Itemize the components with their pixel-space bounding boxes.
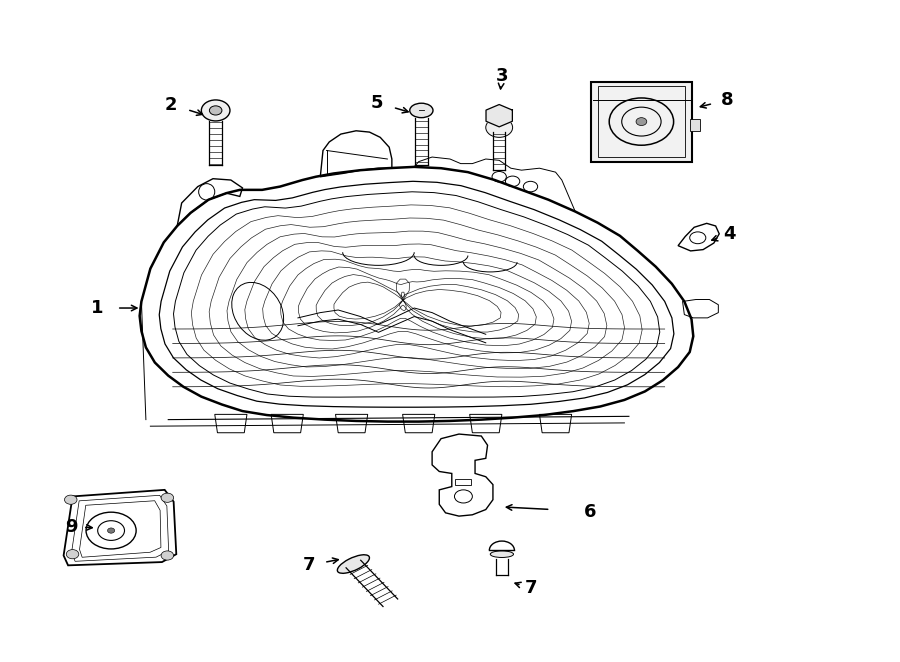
Ellipse shape [491,551,514,557]
Circle shape [107,528,114,533]
Text: 3: 3 [496,68,508,85]
Circle shape [210,106,222,115]
Circle shape [202,100,230,121]
Text: 7: 7 [524,579,536,597]
Ellipse shape [410,103,433,118]
Circle shape [65,495,77,504]
Circle shape [161,493,174,502]
Ellipse shape [338,555,370,573]
Text: 2: 2 [165,95,177,113]
Circle shape [161,551,174,560]
FancyBboxPatch shape [591,81,691,162]
Text: 5: 5 [371,93,382,112]
Text: 6: 6 [584,502,597,520]
Circle shape [67,549,79,559]
Circle shape [486,118,513,137]
Text: 4: 4 [723,225,735,243]
Text: 8: 8 [721,91,734,109]
Polygon shape [486,105,512,127]
Circle shape [636,118,647,126]
Bar [455,479,472,485]
Text: 1: 1 [90,299,103,317]
Text: 7: 7 [302,556,315,575]
FancyBboxPatch shape [689,119,700,131]
Text: 9: 9 [66,518,78,536]
